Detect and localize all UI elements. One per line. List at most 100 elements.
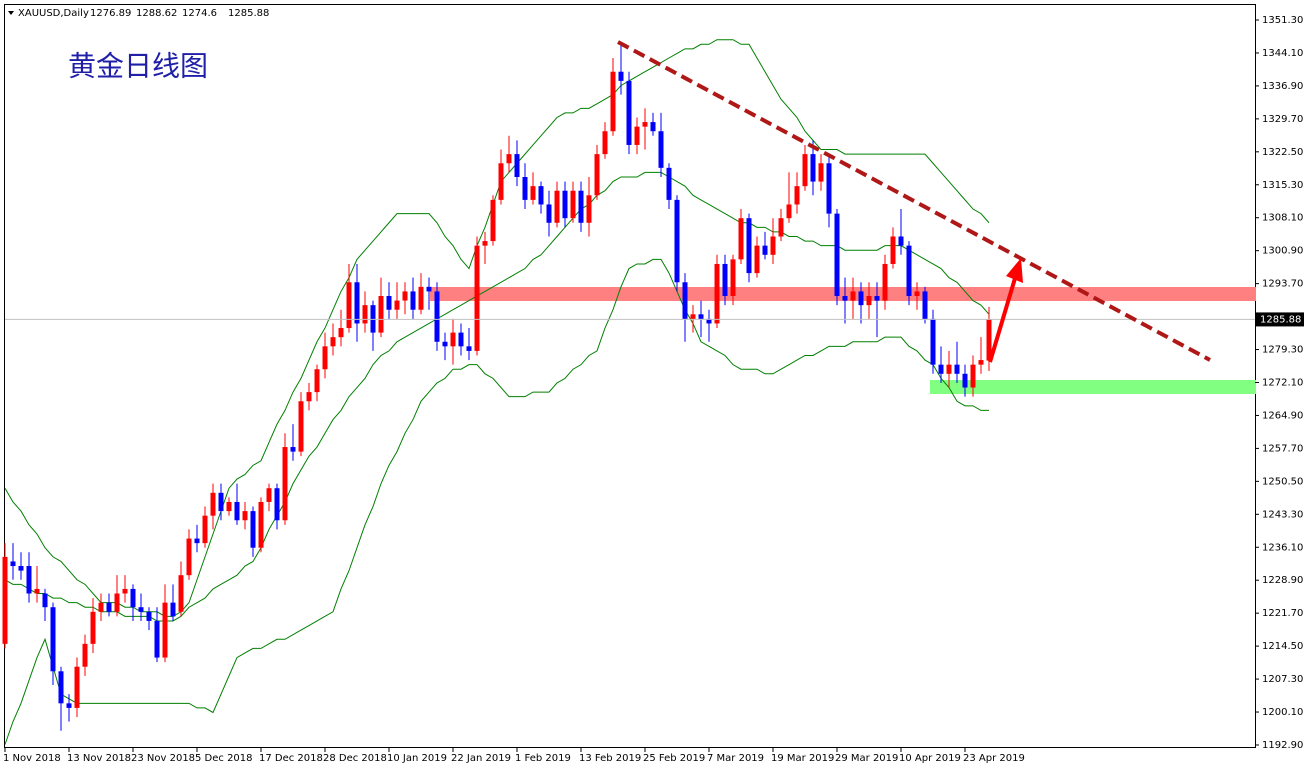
plot <box>2 39 1255 745</box>
candle-body <box>634 126 640 145</box>
candle-body <box>354 282 360 324</box>
candle-body <box>410 291 416 310</box>
candle-body <box>530 186 536 200</box>
candle-body <box>50 607 56 672</box>
candle-body <box>610 71 616 132</box>
candle-body <box>322 346 328 370</box>
open: 1276.89 <box>90 8 131 19</box>
x-tick-label: 19 Mar 2019 <box>771 753 834 764</box>
y-tick-label: 1293.70 <box>1262 279 1303 290</box>
x-tick-label: 28 Dec 2018 <box>323 753 387 764</box>
candle-body <box>418 286 424 310</box>
candle-body <box>794 186 800 205</box>
candle-body <box>506 154 512 164</box>
candle-body <box>682 282 688 319</box>
candle-body <box>778 218 784 237</box>
candle-body <box>458 332 464 347</box>
candle-body <box>226 501 232 512</box>
candle-body <box>370 305 376 333</box>
candle-body <box>74 666 80 708</box>
candle-body <box>946 364 952 374</box>
y-tick-label: 1272.10 <box>1262 377 1303 388</box>
y-tick-label: 1207.30 <box>1262 674 1303 685</box>
candle-body <box>58 671 64 704</box>
candle-body <box>826 163 832 214</box>
candle-body <box>786 204 792 219</box>
candle-body <box>106 602 112 612</box>
y-tick-label: 1315.30 <box>1262 180 1303 191</box>
y-tick-label: 1322.50 <box>1262 147 1303 158</box>
candle-body <box>314 369 320 393</box>
candle-body <box>338 328 344 338</box>
candle-body <box>26 566 32 594</box>
candle-body <box>426 286 432 292</box>
y-tick-label: 1228.90 <box>1262 575 1303 586</box>
x-tick-label: 7 Mar 2019 <box>707 753 764 764</box>
candle-body <box>194 538 200 544</box>
price-box <box>1256 312 1304 327</box>
candle-body <box>578 190 584 223</box>
y-tick-label: 1351.30 <box>1262 15 1303 26</box>
x-tick-label: 1 Nov 2018 <box>3 753 61 764</box>
y-tick-label: 1243.30 <box>1262 509 1303 520</box>
candle-body <box>130 588 136 608</box>
x-tick-label: 1 Feb 2019 <box>515 753 571 764</box>
candle-body <box>842 295 848 301</box>
candle-body <box>962 373 968 388</box>
close: 1285.88 <box>228 8 269 19</box>
arrow <box>988 274 1018 363</box>
y-tick-label: 1214.50 <box>1262 641 1303 652</box>
candle-body <box>746 218 752 274</box>
candle-body <box>802 154 808 187</box>
candle-body <box>482 241 488 246</box>
y-tick-label: 1200.10 <box>1262 707 1303 718</box>
x-tick-label: 23 Apr 2019 <box>963 753 1025 764</box>
x-tick-label: 23 Nov 2018 <box>131 753 195 764</box>
candle-body <box>394 300 400 310</box>
candle-body <box>586 195 592 223</box>
band-line <box>4 258 989 745</box>
menu-icon[interactable] <box>8 11 14 15</box>
band-line <box>4 171 990 622</box>
candle-body <box>66 703 72 708</box>
candle-body <box>362 305 368 324</box>
candle-body <box>674 199 680 283</box>
candle-body <box>42 593 48 608</box>
candle-body <box>34 588 40 594</box>
candle-body <box>810 154 816 182</box>
x-tick-label: 10 Apr 2019 <box>899 753 961 764</box>
candle-body <box>242 511 248 521</box>
candle-body <box>754 245 760 274</box>
candle-body <box>522 176 528 200</box>
candle-body <box>442 341 448 347</box>
band-line <box>4 39 990 617</box>
candle-body <box>890 236 896 264</box>
candle-body <box>658 131 664 168</box>
candle-body <box>330 337 336 347</box>
candle-body <box>306 392 312 402</box>
candle-body <box>346 282 352 329</box>
candle-body <box>626 80 632 145</box>
candle-body <box>498 163 504 200</box>
y-tick-label: 1329.70 <box>1262 114 1303 125</box>
x-tick-label: 13 Nov 2018 <box>67 753 131 764</box>
candle-body <box>378 295 384 333</box>
candle-body <box>690 314 696 319</box>
x-tick-label: 13 Feb 2019 <box>579 753 641 764</box>
candle-body <box>770 236 776 255</box>
candle-body <box>290 447 296 452</box>
candle-body <box>434 291 440 342</box>
candle-body <box>266 488 272 502</box>
candle-body <box>490 199 496 242</box>
candle-body <box>250 511 256 548</box>
candle-body <box>594 154 600 196</box>
candle-body <box>834 213 840 296</box>
candle-body <box>938 364 944 374</box>
candle-body <box>554 190 560 223</box>
candle-body <box>986 319 992 361</box>
candle-body <box>202 515 208 544</box>
candle-body <box>642 122 648 127</box>
candle-body <box>930 318 936 365</box>
candle-body <box>906 245 912 296</box>
